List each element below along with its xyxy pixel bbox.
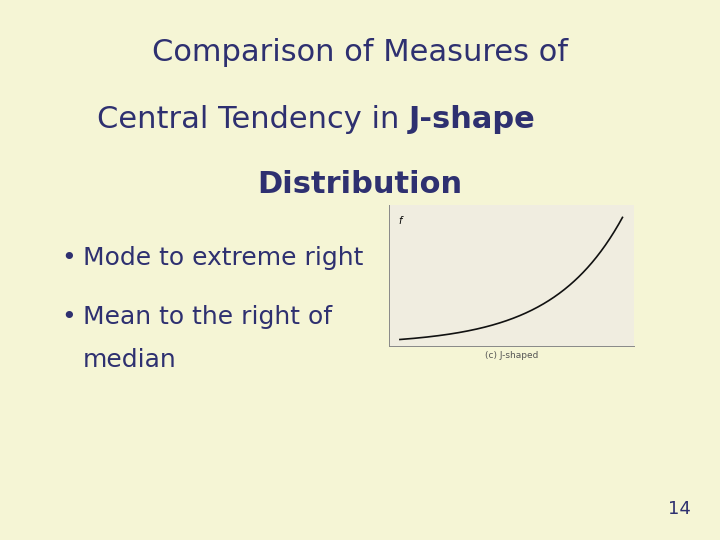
Text: Distribution: Distribution (258, 170, 462, 199)
Text: Central Tendency in: Central Tendency in (96, 105, 409, 134)
Text: Comparison of Measures of: Comparison of Measures of (152, 38, 568, 67)
Text: •: • (61, 246, 76, 269)
Text: (c) J-shaped: (c) J-shaped (485, 351, 538, 360)
Text: •: • (61, 305, 76, 329)
Text: Mean to the right of: Mean to the right of (83, 305, 332, 329)
Text: J-shape: J-shape (409, 105, 536, 134)
Text: 14: 14 (668, 501, 691, 518)
Text: f: f (399, 217, 402, 226)
Text: Mode to extreme right: Mode to extreme right (83, 246, 363, 269)
Text: median: median (83, 348, 176, 372)
